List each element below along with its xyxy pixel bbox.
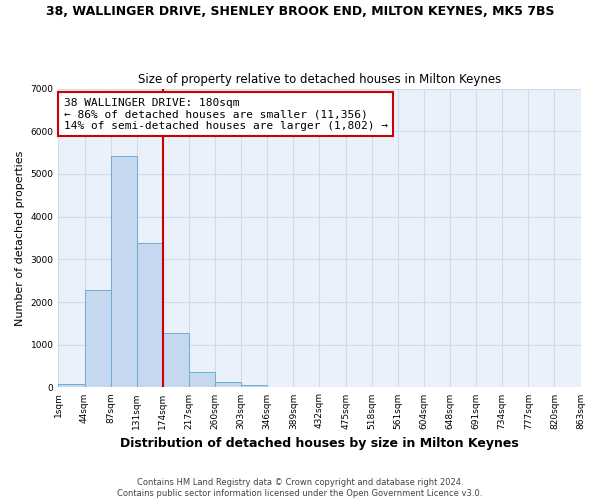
Bar xyxy=(137,243,163,388)
Bar xyxy=(58,384,85,388)
Bar xyxy=(241,386,267,388)
Title: Size of property relative to detached houses in Milton Keynes: Size of property relative to detached ho… xyxy=(138,73,501,86)
Bar xyxy=(189,372,215,388)
Bar xyxy=(215,382,241,388)
X-axis label: Distribution of detached houses by size in Milton Keynes: Distribution of detached houses by size … xyxy=(120,437,519,450)
Y-axis label: Number of detached properties: Number of detached properties xyxy=(15,150,25,326)
Bar xyxy=(85,290,110,388)
Bar xyxy=(163,333,189,388)
Text: 38 WALLINGER DRIVE: 180sqm
← 86% of detached houses are smaller (11,356)
14% of : 38 WALLINGER DRIVE: 180sqm ← 86% of deta… xyxy=(64,98,388,130)
Text: 38, WALLINGER DRIVE, SHENLEY BROOK END, MILTON KEYNES, MK5 7BS: 38, WALLINGER DRIVE, SHENLEY BROOK END, … xyxy=(46,5,554,18)
Text: Contains HM Land Registry data © Crown copyright and database right 2024.
Contai: Contains HM Land Registry data © Crown c… xyxy=(118,478,482,498)
Bar xyxy=(110,156,137,388)
